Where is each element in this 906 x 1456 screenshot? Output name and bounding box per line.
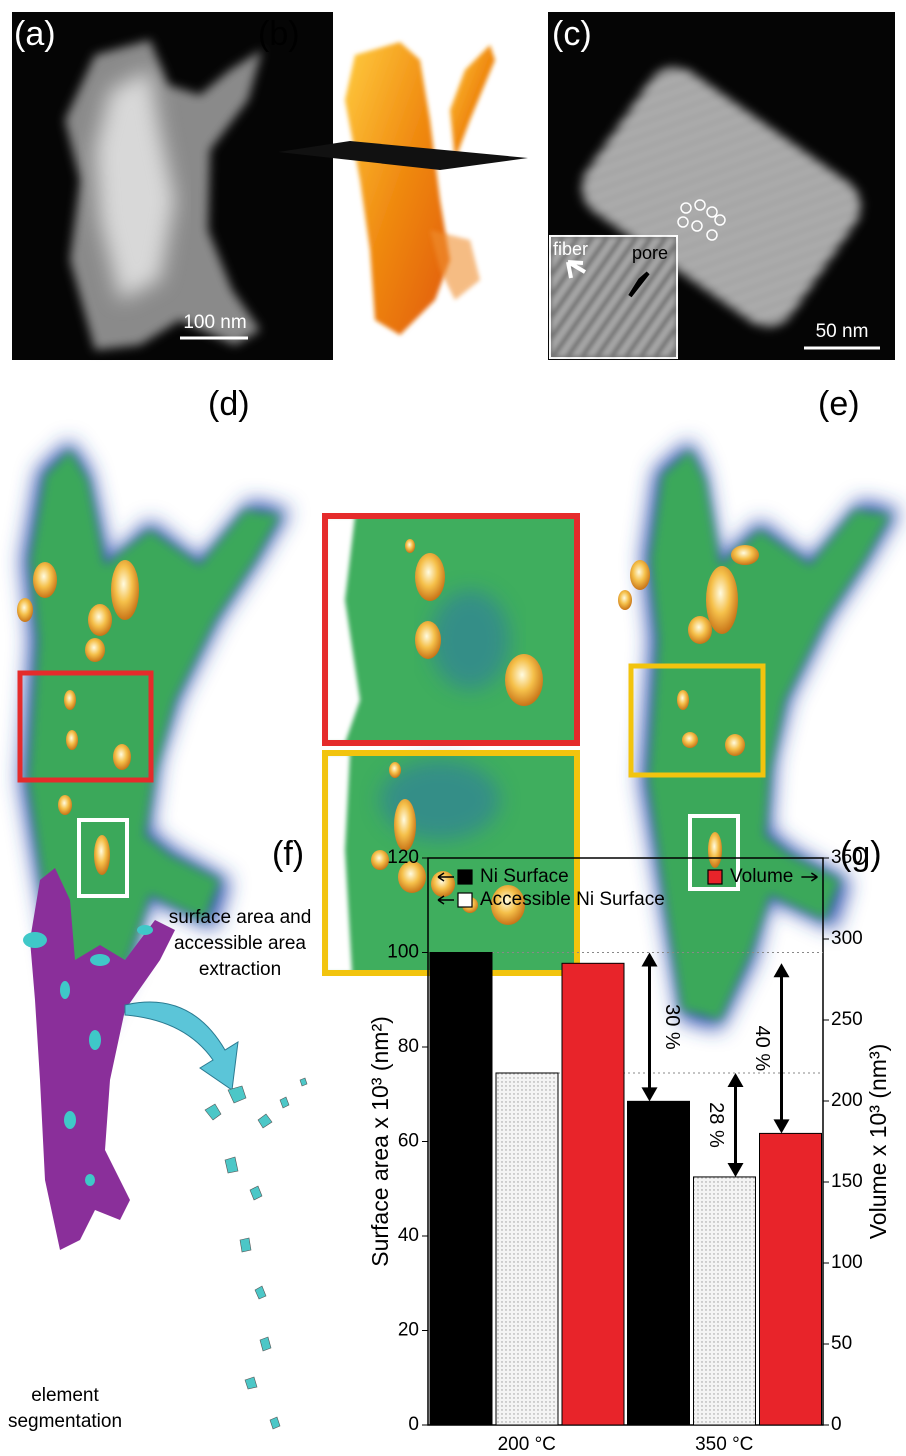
zoom-image (430, 590, 510, 690)
segmentation-label: element (31, 1385, 99, 1406)
panel-label: (d) (208, 385, 250, 423)
x-tick-label: 350 °C (695, 1434, 753, 1455)
y-tick-label: 0 (408, 1414, 419, 1435)
y-tick-label: 20 (398, 1320, 419, 1341)
y2-tick-label: 0 (831, 1414, 842, 1435)
process-arrow (125, 1002, 238, 1090)
bar (430, 953, 492, 1426)
volume-render (450, 45, 495, 160)
panel-label: (c) (552, 15, 592, 53)
change-arrow (642, 953, 658, 1102)
inset-label: fiber (553, 239, 588, 259)
volume-render (345, 42, 450, 335)
y-tick-label: 120 (387, 847, 419, 868)
panel-f: (f) surface area and accessible area ext… (8, 835, 311, 1432)
legend-swatch (708, 870, 722, 884)
change-label: 40 % (751, 1026, 773, 1072)
y2-tick-label: 350 (831, 847, 863, 868)
change-arrow (728, 1073, 744, 1177)
panel-label: (b) (258, 15, 300, 53)
panel-c: fiber pore 50 nm (c) (548, 12, 895, 360)
inset-label: pore (632, 243, 668, 263)
change-arrow (774, 963, 790, 1133)
y-tick-label: 60 (398, 1131, 419, 1152)
legend-swatch (458, 893, 472, 907)
segmentation-label: segmentation (8, 1411, 122, 1432)
arrow-head (642, 1087, 658, 1101)
x-tick-label: 200 °C (498, 1434, 556, 1455)
bar (562, 963, 624, 1425)
arrow-head (728, 1163, 744, 1177)
panel-label: (f) (272, 835, 304, 873)
bar (496, 1073, 558, 1425)
scale-bar-label: 100 nm (183, 312, 246, 333)
y-tick-label: 40 (398, 1225, 419, 1246)
panel-label: (e) (818, 385, 860, 423)
y-tick-label: 80 (398, 1036, 419, 1057)
bar (760, 1133, 822, 1425)
process-label: extraction (199, 959, 281, 980)
arrow-head (728, 1073, 744, 1087)
y2-tick-label: 50 (831, 1333, 852, 1354)
arrow-head (774, 963, 790, 977)
change-label: 30 % (661, 1004, 683, 1050)
y2-tick-label: 250 (831, 1009, 863, 1030)
legend-label: Accessible Ni Surface (480, 889, 665, 910)
arrow-head (774, 1119, 790, 1133)
process-label: surface area and (169, 907, 312, 928)
panel-label: (a) (14, 15, 56, 53)
legend-label: Volume (730, 866, 793, 887)
bar (628, 1101, 690, 1425)
process-label: accessible area (174, 933, 306, 954)
scale-bar-label: 50 nm (816, 321, 869, 342)
change-label: 28 % (705, 1102, 727, 1148)
figure: 100 nm (a) (b) fiber pore 50 nm (c) (d) … (0, 0, 906, 1456)
y-axis-title: Surface area x 10³ (nm²) (367, 1016, 393, 1267)
y2-tick-label: 200 (831, 1090, 863, 1111)
panel-a: 100 nm (a) (12, 12, 333, 360)
legend-swatch (458, 870, 472, 884)
legend-label: Ni Surface (480, 866, 569, 887)
y2-tick-label: 300 (831, 928, 863, 949)
arrow-head (642, 953, 658, 967)
y2-tick-label: 150 (831, 1171, 863, 1192)
bar (694, 1177, 756, 1425)
extracted-surface (205, 1078, 307, 1429)
y-tick-label: 100 (387, 942, 419, 963)
y2-axis-title: Volume x 10³ (nm³) (865, 1044, 891, 1240)
y2-tick-label: 100 (831, 1252, 863, 1273)
